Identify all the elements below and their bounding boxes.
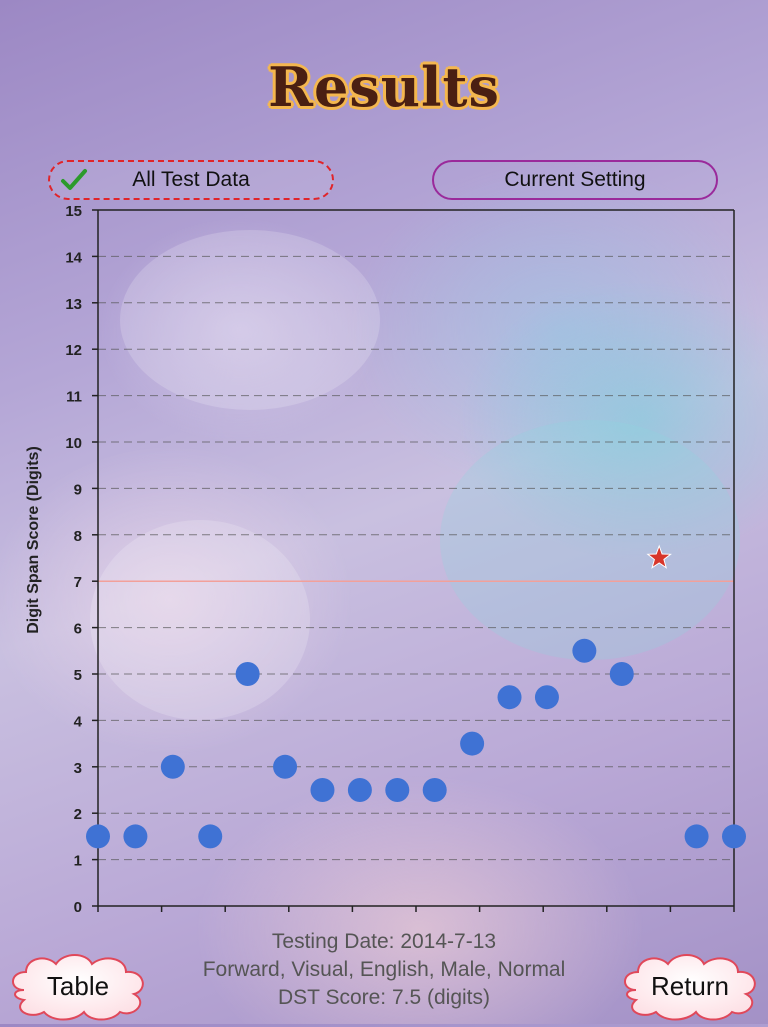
data-point	[422, 778, 447, 802]
all-test-data-label: All Test Data	[132, 168, 250, 191]
cloud-icon	[624, 954, 756, 1021]
y-tick-label: 7	[74, 574, 82, 591]
table-button[interactable]: Table	[4, 950, 152, 1022]
data-point	[460, 731, 485, 756]
y-tick-label: 9	[74, 481, 82, 498]
data-point	[86, 824, 110, 849]
data-point	[534, 685, 559, 710]
data-point	[123, 824, 148, 849]
cloud-icon	[12, 954, 144, 1021]
all-test-data-button[interactable]: All Test Data	[48, 160, 334, 200]
dst-score: DST Score: 7.5 (digits)	[277, 986, 491, 1009]
data-point	[684, 824, 709, 849]
data-point	[609, 662, 634, 686]
data-point	[347, 778, 372, 802]
table-label: Table	[46, 970, 110, 1001]
data-point	[160, 754, 185, 779]
y-tick-label: 13	[65, 296, 82, 313]
data-point	[722, 824, 746, 849]
y-tick-label: 1	[74, 853, 82, 870]
data-point	[572, 638, 597, 663]
data-point	[235, 662, 260, 686]
check-icon	[61, 169, 87, 190]
data-point	[198, 824, 223, 849]
y-tick-label: 10	[65, 435, 82, 452]
return-label: Return	[650, 970, 730, 1001]
y-tick-label: 3	[74, 760, 82, 777]
data-point	[385, 778, 410, 802]
data-point	[497, 685, 522, 710]
test-settings: Forward, Visual, English, Male, Normal	[202, 958, 566, 981]
results-footer: Testing Date: 2014-7-13 Forward, Visual,…	[0, 928, 768, 1012]
y-tick-label: 4	[74, 713, 83, 730]
current-setting-button[interactable]: Current Setting	[432, 160, 718, 200]
y-axis-label: Digit Span Score (Digits)	[25, 446, 42, 634]
y-tick-label: 5	[74, 667, 82, 684]
y-tick-label: 12	[65, 342, 82, 359]
y-tick-label: 0	[74, 899, 82, 916]
data-point	[310, 778, 335, 802]
data-point	[273, 754, 298, 779]
testing-date: Testing Date: 2014-7-13	[271, 930, 497, 953]
page-title: Results	[268, 55, 500, 119]
y-tick-label: 14	[65, 249, 82, 266]
y-tick-label: 15	[65, 203, 82, 220]
current-score-star-icon	[646, 544, 672, 569]
y-tick-label: 11	[66, 389, 82, 406]
y-tick-label: 8	[74, 528, 82, 545]
y-tick-label: 6	[74, 621, 82, 638]
current-setting-label: Current Setting	[504, 168, 646, 191]
return-button[interactable]: Return	[616, 950, 764, 1022]
y-tick-label: 2	[74, 806, 82, 823]
